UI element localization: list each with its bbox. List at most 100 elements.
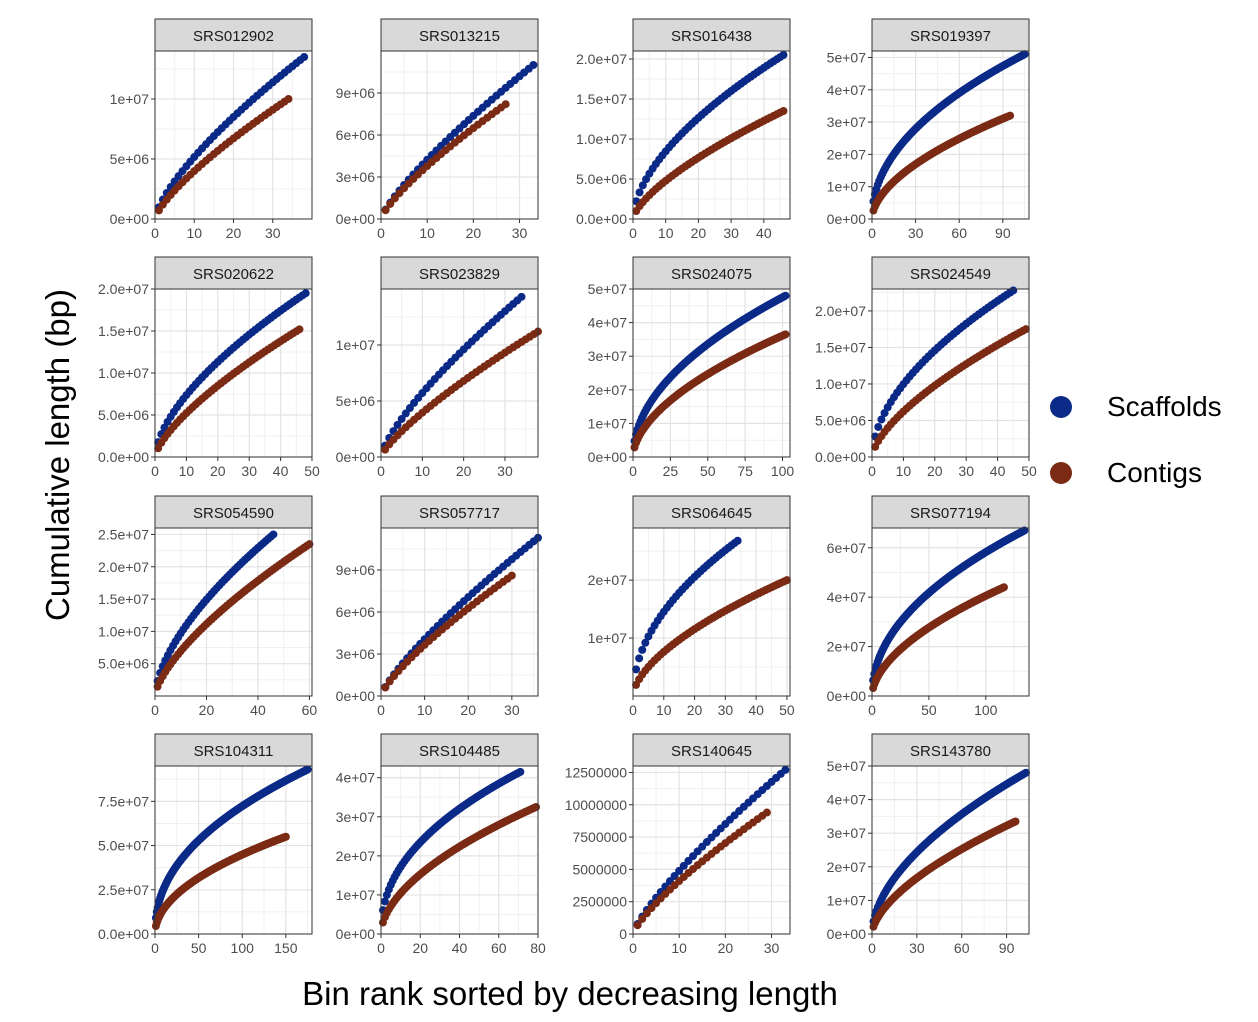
data-point-contigs	[638, 914, 647, 923]
x-tick-label: 0	[868, 940, 876, 956]
y-tick-label: 7.5e+07	[98, 793, 149, 809]
x-tick-label: 30	[512, 225, 528, 241]
x-tick-label: 10	[419, 225, 435, 241]
facet-title-srs057717: SRS057717	[419, 505, 500, 522]
x-tick-label: 20	[226, 225, 242, 241]
x-tick-label: 10	[186, 225, 202, 241]
y-tick-label: 2500000	[572, 894, 627, 910]
data-point-scaffolds	[1022, 768, 1031, 777]
data-point-scaffolds	[635, 654, 644, 663]
x-tick-label: 10	[658, 225, 674, 241]
x-tick-label: 20	[466, 225, 482, 241]
facet-title-srs140645: SRS140645	[671, 743, 752, 760]
data-point-scaffolds	[877, 415, 886, 424]
y-tick-label: 5.0e+07	[98, 838, 149, 854]
y-tick-label: 3e+06	[336, 169, 376, 185]
data-point-contigs	[390, 194, 399, 203]
panel-border-srs064645	[632, 527, 791, 697]
y-tick-label: 1e+07	[827, 179, 867, 195]
y-tick-label: 0.0e+00	[576, 211, 627, 227]
x-tick-label: 30	[723, 225, 739, 241]
data-point-scaffolds	[301, 289, 310, 298]
y-tick-label: 3e+06	[336, 646, 376, 662]
data-point-contigs	[386, 199, 395, 208]
facet-strip-srs016438	[632, 18, 791, 52]
x-tick-label: 20	[199, 702, 215, 718]
data-point-scaffolds	[517, 292, 526, 301]
x-tick-label: 0	[151, 225, 159, 241]
y-tick-label: 0e+00	[827, 688, 867, 704]
y-tick-label: 0e+00	[827, 926, 867, 942]
y-tick-label: 1e+07	[336, 887, 376, 903]
y-tick-label: 4e+07	[336, 770, 376, 786]
y-tick-label: 5.0e+06	[98, 407, 149, 423]
y-tick-label: 5e+07	[827, 49, 867, 65]
facet-strip-srs012902	[154, 18, 313, 52]
panel-border-srs024075	[632, 288, 791, 458]
x-tick-label: 0	[629, 225, 637, 241]
facet-title-srs013215: SRS013215	[419, 28, 500, 45]
facet-title-srs020622: SRS020622	[193, 266, 274, 283]
panel-bg-srs064645	[633, 528, 790, 696]
x-tick-label: 40	[273, 463, 289, 479]
x-tick-label: 40	[250, 702, 266, 718]
x-tick-label: 50	[700, 463, 716, 479]
data-point-contigs	[999, 583, 1008, 592]
x-tick-label: 20	[456, 463, 472, 479]
x-tick-label: 40	[748, 702, 764, 718]
data-point-contigs	[381, 206, 390, 215]
legend-swatch-scaffolds	[1050, 396, 1072, 418]
y-tick-label: 0.0e+00	[815, 449, 866, 465]
panel-bg-srs016438	[633, 51, 790, 219]
y-tick-label: 1.0e+07	[98, 623, 149, 639]
x-tick-label: 150	[274, 940, 298, 956]
y-tick-label: 1.5e+07	[576, 91, 627, 107]
facet-title-srs016438: SRS016438	[671, 28, 752, 45]
x-tick-label: 20	[210, 463, 226, 479]
facet-strip-srs104485	[380, 733, 539, 767]
x-tick-label: 20	[412, 940, 428, 956]
x-tick-label: 50	[191, 940, 207, 956]
data-point-contigs	[281, 832, 290, 841]
data-point-scaffolds	[300, 53, 309, 61]
data-point-scaffolds	[733, 536, 742, 545]
facet-strip-srs013215	[380, 18, 539, 52]
x-tick-label: 50	[1021, 463, 1037, 479]
x-tick-label: 80	[530, 940, 546, 956]
x-tick-label: 0	[629, 463, 637, 479]
legend-item-scaffolds: Scaffolds	[1050, 391, 1222, 423]
y-tick-label: 1.0e+07	[576, 131, 627, 147]
y-tick-label: 2e+07	[336, 848, 376, 864]
data-point-scaffolds	[303, 765, 312, 774]
facet-strip-srs077194	[871, 495, 1030, 529]
data-point-contigs	[154, 206, 163, 215]
panel-border-srs024549	[871, 288, 1030, 458]
panel-border-srs019397	[871, 50, 1030, 220]
data-point-scaffolds	[529, 61, 538, 69]
data-point-contigs	[779, 107, 788, 115]
facet-strip-srs024549	[871, 256, 1030, 290]
facet-title-srs054590: SRS054590	[193, 505, 274, 522]
x-tick-label: 20	[460, 702, 476, 718]
data-point-contigs	[284, 95, 293, 103]
facet-title-srs104485: SRS104485	[419, 743, 500, 760]
y-tick-label: 9e+06	[336, 562, 376, 578]
y-tick-label: 2e+07	[827, 639, 867, 655]
data-point-scaffolds	[516, 767, 525, 776]
data-point-scaffolds	[638, 181, 647, 190]
data-point-scaffolds	[397, 414, 406, 423]
legend-label-scaffolds: Scaffolds	[1107, 391, 1222, 422]
y-tick-label: 6e+07	[827, 540, 867, 556]
y-tick-label: 0e+00	[336, 926, 376, 942]
x-tick-label: 0	[629, 702, 637, 718]
data-point-scaffolds	[781, 765, 790, 774]
y-tick-label: 0e+00	[827, 211, 867, 227]
y-tick-label: 1e+07	[110, 91, 150, 107]
panel-bg-srs104311	[155, 766, 312, 934]
x-tick-label: 90	[995, 225, 1011, 241]
data-point-scaffolds	[670, 871, 679, 880]
x-tick-label: 50	[921, 702, 937, 718]
y-tick-label: 0e+00	[336, 688, 376, 704]
y-tick-label: 0.0e+00	[98, 449, 149, 465]
data-point-scaffolds	[874, 422, 883, 431]
